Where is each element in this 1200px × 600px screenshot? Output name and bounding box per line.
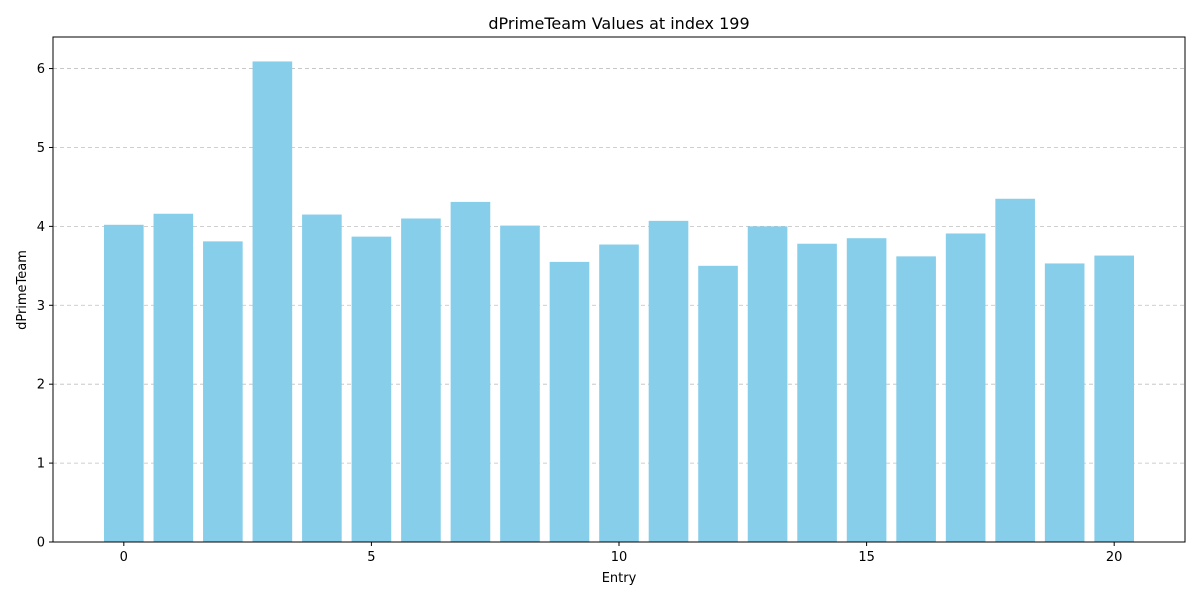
y-axis-label: dPrimeTeam bbox=[15, 250, 30, 330]
y-tick-label: 6 bbox=[37, 62, 45, 77]
x-axis-ticks: 0 5 10 15 20 bbox=[120, 542, 1123, 565]
bar-entry-11 bbox=[648, 220, 689, 542]
bar-entry-19 bbox=[1044, 263, 1085, 542]
bar-entry-12 bbox=[698, 265, 738, 542]
x-axis-label: Entry bbox=[602, 571, 637, 586]
bar-entry-3 bbox=[252, 61, 293, 542]
bar-entry-2 bbox=[203, 241, 243, 542]
x-tick-label: 5 bbox=[367, 550, 375, 565]
bar-entry-10 bbox=[599, 244, 639, 542]
bar-entry-5 bbox=[351, 236, 392, 542]
y-axis-ticks: 0 1 2 3 4 5 6 bbox=[37, 62, 53, 551]
y-tick-label: 3 bbox=[37, 299, 45, 314]
bars bbox=[104, 61, 1134, 542]
y-tick-label: 4 bbox=[37, 220, 45, 235]
bar-entry-8 bbox=[500, 225, 540, 542]
x-tick-label: 10 bbox=[611, 550, 628, 565]
bar-entry-17 bbox=[945, 233, 986, 542]
bar-entry-13 bbox=[747, 226, 788, 542]
bar-entry-18 bbox=[995, 198, 1035, 542]
bar-entry-6 bbox=[401, 218, 441, 542]
bar-entry-16 bbox=[896, 256, 936, 542]
y-tick-label: 1 bbox=[37, 457, 45, 472]
y-tick-label: 0 bbox=[37, 536, 45, 551]
bar-entry-0 bbox=[104, 224, 144, 542]
bar-entry-4 bbox=[302, 214, 342, 542]
bar-entry-1 bbox=[153, 213, 194, 542]
bar-entry-20 bbox=[1094, 255, 1134, 542]
bar-entry-9 bbox=[549, 261, 590, 542]
x-tick-label: 20 bbox=[1106, 550, 1123, 565]
chart-title: dPrimeTeam Values at index 199 bbox=[488, 14, 749, 33]
bar-entry-14 bbox=[797, 243, 837, 542]
y-tick-label: 2 bbox=[37, 378, 45, 393]
x-tick-label: 15 bbox=[858, 550, 875, 565]
y-tick-label: 5 bbox=[37, 141, 45, 156]
bar-entry-7 bbox=[450, 201, 491, 542]
bar-entry-15 bbox=[846, 238, 887, 542]
x-tick-label: 0 bbox=[120, 550, 128, 565]
